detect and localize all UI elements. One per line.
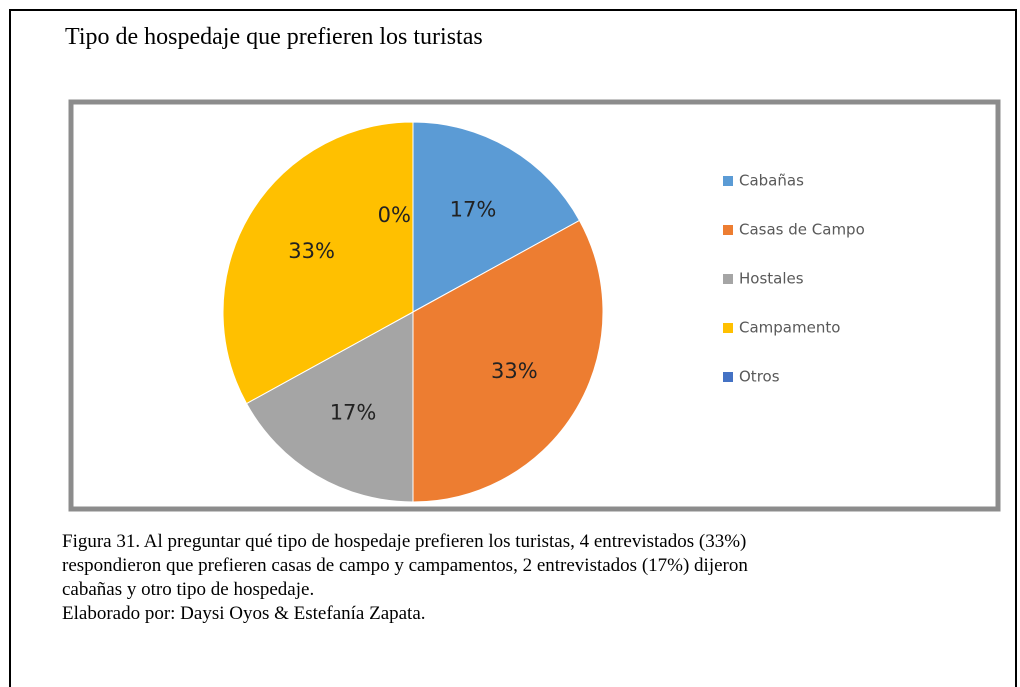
pie-slice [412, 219, 604, 503]
legend-swatch [723, 225, 733, 235]
caption-line: Elaborado por: Daysi Oyos & Estefanía Za… [62, 603, 426, 624]
caption-line: cabañas y otro tipo de hospedaje. [62, 579, 314, 600]
chart-title: Tipo de hospedaje que prefieren los turi… [65, 24, 483, 50]
legend-label: Hostales [739, 270, 804, 288]
pie-slice [222, 121, 414, 405]
pie-slice [412, 121, 581, 313]
data-label: 0% [378, 203, 411, 227]
legend-swatch [723, 176, 733, 186]
legend-label: Campamento [739, 319, 840, 337]
data-label: 33% [288, 239, 335, 263]
caption-line: respondieron que prefieren casas de camp… [62, 555, 748, 576]
caption-line: Figura 31. Al preguntar qué tipo de hosp… [62, 531, 746, 552]
legend-label: Cabañas [739, 172, 804, 190]
data-label: 17% [450, 198, 497, 222]
legend-swatch [723, 274, 733, 284]
data-label: 33% [491, 359, 538, 383]
data-label: 17% [330, 400, 377, 424]
legend-swatch [723, 372, 733, 382]
legend-label: Otros [739, 368, 780, 386]
pie-slice [245, 311, 414, 503]
frame [9, 9, 1017, 687]
legend-label: Casas de Campo [739, 221, 865, 239]
legend-swatch [723, 323, 733, 333]
